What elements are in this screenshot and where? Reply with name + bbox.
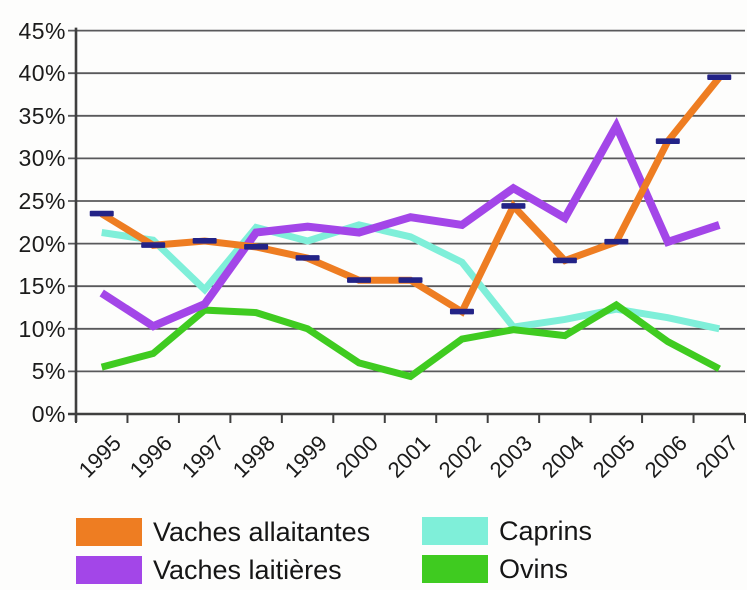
data-point-marker [604,238,629,245]
legend-item-caprins: Caprins [422,515,592,547]
data-point-marker [295,255,320,261]
data-point-marker [398,277,423,283]
series-line-ovins [100,300,721,381]
data-point-marker [449,308,474,315]
y-axis-tick-label: 0% [31,401,66,427]
legend-item-vaches-allaitantes: Vaches allaitantes [76,516,370,548]
data-point-marker [552,257,577,264]
y-axis-tick-label: 20% [18,230,66,257]
data-point-marker [192,238,217,244]
legend-label-ovins: Ovins [499,554,569,584]
y-axis-tick-label: 15% [18,273,66,300]
data-point-marker [655,138,680,144]
y-axis-tick-label: 25% [18,188,66,214]
data-point-marker [501,203,526,209]
axes [68,27,746,423]
chart-plot-area [68,27,746,423]
series-markers-vaches-allaitantes [89,74,732,315]
data-point-marker [141,242,166,248]
y-axis-tick-label: 45% [18,17,66,44]
legend-swatch-vaches-allaitantes [76,518,142,546]
data-point-marker [347,277,372,283]
legend-label-vaches-allaitantes: Vaches allaitantes [153,517,371,547]
data-point-marker [707,74,732,81]
legend-swatch-ovins [422,555,488,583]
legend-item-vaches-laitieres: Vaches laitières [76,554,342,586]
data-point-marker [89,210,114,217]
legend-item-ovins: Ovins [422,553,568,585]
data-point-marker [244,244,269,250]
legend-swatch-caprins [422,517,488,545]
series-line-caprins [101,221,721,333]
legend-swatch-vaches-laitieres [76,556,142,584]
y-axis-tick-label: 40% [18,60,66,87]
y-axis-tick-label: 5% [31,358,66,385]
y-axis-tick-label: 35% [18,102,66,129]
legend-label-vaches-laitieres: Vaches laitières [153,555,342,585]
legend-label-caprins: Caprins [499,516,593,546]
series-line-vaches-laiti-res [99,117,721,331]
y-axis-tick-label: 30% [18,145,66,172]
y-axis-tick-label: 10% [18,315,66,342]
